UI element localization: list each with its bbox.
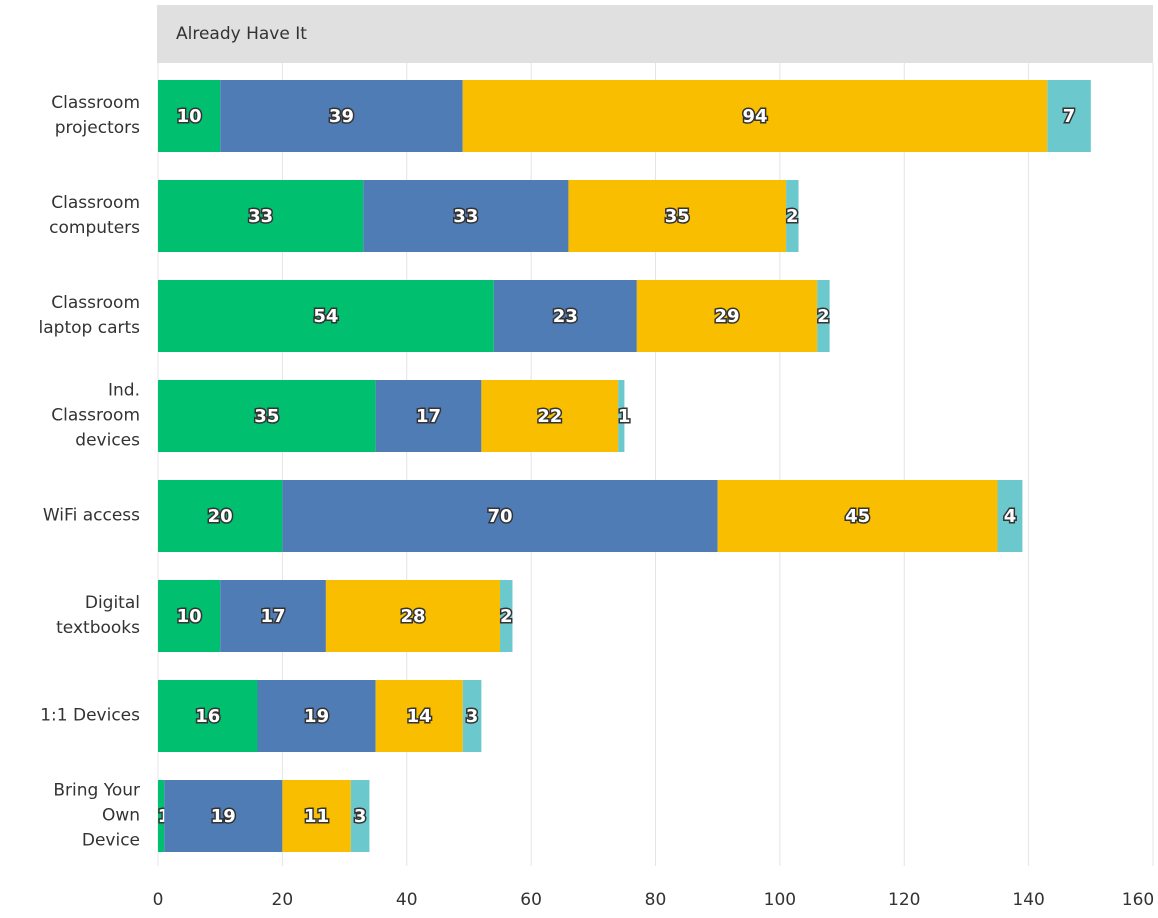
bar-segment [481,380,619,452]
x-tick-label: 80 [645,890,667,910]
y-tick-label: Bring Your Own Device [53,780,140,851]
y-tick-label: 1:1 Devices [40,705,140,726]
bar-segment [997,480,1023,552]
data-label: 45 [845,506,870,527]
bar-segment [363,180,569,252]
data-label: 7 [1063,106,1076,127]
bar-segment [158,280,494,352]
data-label: 3 [354,806,367,827]
bar-segment [158,780,165,852]
data-label: 94 [742,106,767,127]
bar-segment [1047,80,1091,152]
data-label: 3 [466,706,479,727]
bar-segment [257,680,376,752]
bar-segment [786,180,799,252]
bar-segment [500,580,513,652]
bar-segment [220,80,463,152]
x-tick-label: 0 [153,890,164,910]
data-label: 16 [195,706,220,727]
data-label: 14 [407,706,432,727]
header-band [157,5,1153,63]
bar-segment [158,80,221,152]
data-label: 22 [537,406,562,427]
x-tick-label: 120 [888,890,920,910]
data-label: 17 [416,406,441,427]
data-label: 2 [817,306,830,327]
data-label: 11 [304,806,329,827]
data-label: 20 [208,506,233,527]
x-tick-label: 160 [1122,890,1154,910]
y-tick-label: Digital textbooks [56,593,140,638]
data-label: 35 [665,206,690,227]
bar-segment [164,780,283,852]
data-label: 23 [553,306,578,327]
bar-segment [158,380,376,452]
data-label: 17 [261,606,286,627]
data-label: 29 [714,306,739,327]
bar-segment [158,480,283,552]
bar-segment [282,780,351,852]
data-label: 33 [453,206,478,227]
x-tick-label: 100 [764,890,796,910]
data-label: 54 [313,306,338,327]
bar-segment [325,580,501,652]
data-label: 19 [304,706,329,727]
bar-segment [568,180,787,252]
bar-segment [462,680,482,752]
bar-segment [493,280,637,352]
x-tick-label: 20 [272,890,294,910]
data-label: 35 [254,406,279,427]
data-label: 10 [177,106,202,127]
data-label: 2 [786,206,799,227]
bar-segment [462,80,1048,152]
y-tick-label: WiFi access [42,505,140,526]
bar-segment [375,680,463,752]
bar-segment [158,580,221,652]
chart-title: Already Have It [176,24,307,44]
bar-segment [817,280,830,352]
data-label: 4 [1004,506,1017,527]
data-label: 39 [329,106,354,127]
y-tick-label: Ind. Classroom devices [51,380,140,451]
data-label: 70 [488,506,513,527]
bar-segment [717,480,998,552]
bar-segment [636,280,818,352]
x-tick-label: 60 [520,890,542,910]
y-tick-label: Classroom laptop carts [38,293,140,338]
bar-segment [618,380,625,452]
y-tick-label: Classroom projectors [51,93,140,138]
x-tick-label: 140 [1012,890,1044,910]
data-label: 2 [500,606,513,627]
bar-segment [375,380,482,452]
bar-segment [158,180,364,252]
data-label: 28 [400,606,425,627]
bar-segment [158,680,258,752]
bar-segment [220,580,326,652]
x-tick-label: 40 [396,890,418,910]
data-label: 1 [618,406,631,427]
data-label: 19 [211,806,236,827]
data-label: 33 [248,206,273,227]
bar-segment [350,780,370,852]
y-tick-label: Classroom computers [49,193,140,238]
data-label: 10 [177,606,202,627]
bar-segment [282,480,718,552]
